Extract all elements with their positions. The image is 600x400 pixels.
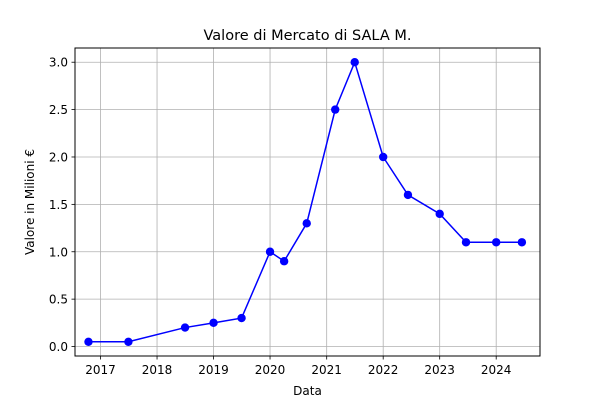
data-point: [237, 313, 246, 323]
data-point: [378, 152, 388, 162]
x-tick-label: 2017: [85, 363, 116, 377]
x-axis-label: Data: [293, 384, 322, 398]
y-tick-label: 2.0: [49, 150, 68, 164]
y-axis-label: Valore in Milioni €: [23, 149, 37, 255]
plot-frame: [74, 47, 541, 357]
x-tick-label: 2023: [424, 363, 455, 377]
y-tick-label: 0.0: [49, 340, 68, 354]
series-line: [88, 59, 522, 343]
data-point: [265, 247, 275, 256]
x-tick-label: 2018: [142, 363, 173, 377]
data-point: [517, 238, 527, 247]
data-point: [209, 318, 218, 328]
data-point: [84, 337, 93, 346]
x-tick-label: 2021: [311, 363, 342, 377]
x-tick-label: 2024: [481, 363, 512, 377]
data-point: [331, 105, 340, 114]
x-tick-label: 2022: [368, 363, 399, 377]
y-tick-label: 2.5: [49, 103, 68, 117]
y-tick-label: 1.5: [49, 198, 68, 212]
data-series: [84, 58, 527, 346]
data-point: [461, 238, 471, 247]
axis-ticks: 2017 2018 2019 2020 2021 2022 2023 2024 0.0 0.5 1.…: [49, 56, 512, 377]
grid-lines: [75, 48, 540, 356]
data-point: [279, 257, 289, 266]
y-tick-label: 1.0: [49, 245, 68, 259]
data-point: [435, 209, 444, 219]
data-point: [124, 337, 133, 346]
y-tick-label: 3.0: [49, 56, 68, 70]
data-point: [350, 58, 359, 67]
x-tick-label: 2019: [198, 363, 229, 377]
data-point: [302, 219, 311, 228]
x-tick-label: 2020: [255, 363, 286, 377]
data-point: [180, 323, 190, 332]
chart-title: Valore di Mercato di SALA M.: [204, 28, 412, 44]
data-point: [491, 238, 501, 247]
y-tick-label: 0.5: [49, 293, 68, 307]
data-point: [403, 190, 413, 200]
